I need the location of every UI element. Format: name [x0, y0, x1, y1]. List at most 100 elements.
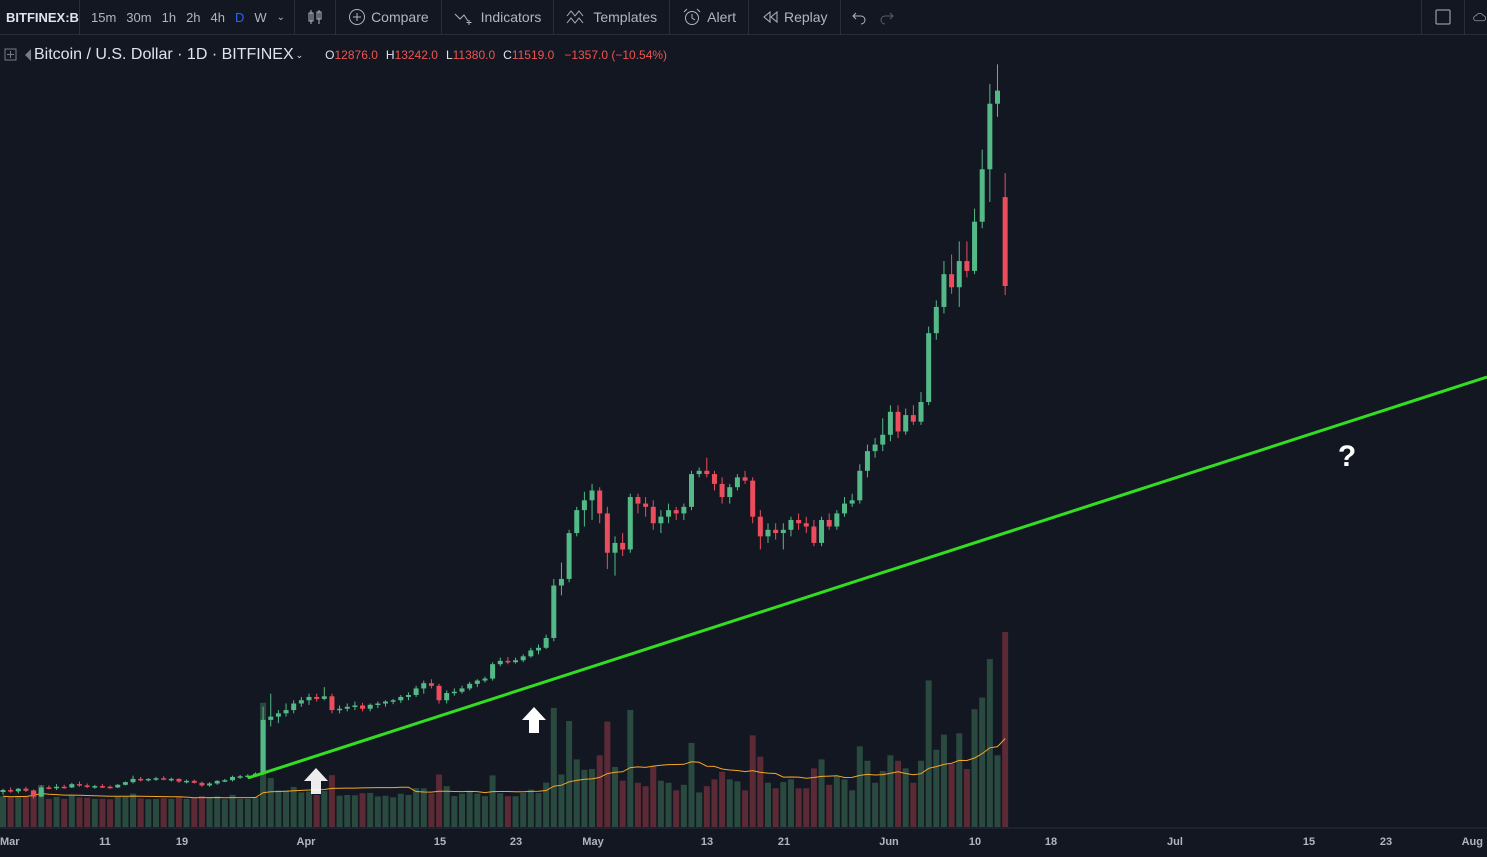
candle-body[interactable] — [910, 415, 916, 422]
collapse-icon[interactable] — [4, 48, 34, 62]
candle-body[interactable] — [360, 705, 366, 709]
candle-body[interactable] — [995, 90, 1000, 104]
candle-body[interactable] — [788, 519, 794, 530]
candle-body[interactable] — [773, 529, 779, 534]
candle-body[interactable] — [69, 784, 75, 788]
candle-body[interactable] — [199, 782, 205, 786]
candle-body[interactable] — [620, 542, 626, 550]
undo-button[interactable] — [845, 0, 873, 35]
templates-button[interactable]: Templates — [558, 0, 665, 35]
candle-body[interactable] — [268, 716, 274, 720]
candle-body[interactable] — [918, 401, 924, 422]
price-chart[interactable]: ? Mar 11 19 Apr 15 23 May 13 21 Jun 10 18 Jul 15 23 Aug — [0, 36, 1487, 857]
candle-body[interactable] — [574, 510, 580, 534]
candle-body[interactable] — [987, 103, 993, 170]
candle-body[interactable] — [627, 497, 633, 550]
candle-body[interactable] — [765, 529, 771, 537]
interval-1h[interactable]: 1h — [161, 9, 177, 25]
candle-body[interactable] — [314, 696, 320, 699]
interval-2h[interactable]: 2h — [186, 9, 201, 25]
candle-body[interactable] — [467, 683, 473, 689]
candle-body[interactable] — [933, 306, 939, 334]
replay-button[interactable]: Replay — [753, 0, 836, 35]
candle-body[interactable] — [214, 780, 220, 784]
symbol-search[interactable]: BITFINEX:BTCUSD — [0, 0, 80, 35]
candle-body[interactable] — [520, 656, 526, 661]
candle-body[interactable] — [842, 503, 847, 514]
candle-body[interactable] — [597, 490, 603, 514]
candle-body[interactable] — [99, 786, 105, 788]
candle-body[interactable] — [421, 683, 427, 689]
interval-d[interactable]: D — [235, 9, 245, 25]
chart-type-button[interactable] — [299, 0, 331, 35]
candle-body[interactable] — [77, 784, 82, 786]
candle-body[interactable] — [536, 647, 541, 651]
candle-body[interactable] — [138, 778, 144, 781]
candle-body[interactable] — [658, 516, 664, 524]
candle-body[interactable] — [643, 503, 649, 507]
candle-body[interactable] — [46, 787, 52, 789]
candle-body[interactable] — [796, 519, 802, 524]
support-trendline[interactable] — [247, 375, 1487, 780]
candle-body[interactable] — [635, 497, 641, 504]
redo-button[interactable] — [873, 0, 901, 35]
candle-body[interactable] — [819, 519, 825, 543]
candle-body[interactable] — [849, 500, 855, 504]
candle-body[interactable] — [474, 680, 480, 684]
candle-body[interactable] — [337, 708, 343, 711]
candle-body[interactable] — [551, 585, 557, 638]
candle-body[interactable] — [979, 169, 985, 222]
candle-body[interactable] — [375, 703, 381, 706]
candle-body[interactable] — [742, 477, 748, 481]
candle-body[interactable] — [941, 274, 947, 307]
candle-body[interactable] — [673, 510, 679, 514]
candle-body[interactable] — [54, 786, 60, 789]
candle-body[interactable] — [161, 778, 167, 780]
candle-body[interactable] — [398, 696, 404, 701]
symbol-title[interactable]: Bitcoin / U.S. Dollar · 1D · BITFINEX — [34, 46, 294, 63]
title-chevron-icon[interactable]: ⌄ — [295, 49, 304, 60]
alert-button[interactable]: Alert — [674, 0, 744, 35]
candle-body[interactable] — [0, 790, 6, 792]
candle-body[interactable] — [604, 513, 610, 553]
candle-body[interactable] — [490, 664, 496, 679]
candle-body[interactable] — [903, 415, 909, 432]
candle-body[interactable] — [459, 688, 465, 692]
candle-body[interactable] — [245, 775, 251, 778]
candle-body[interactable] — [558, 578, 564, 586]
interval-dropdown-icon[interactable]: ⌄ — [276, 11, 286, 23]
interval-15m[interactable]: 15m — [91, 9, 117, 25]
candle-body[interactable] — [207, 783, 213, 786]
candle-body[interactable] — [344, 706, 350, 709]
candle-body[interactable] — [581, 500, 587, 511]
candle-body[interactable] — [329, 696, 335, 711]
candle-body[interactable] — [444, 693, 450, 701]
cloud-save-button[interactable] — [1469, 0, 1487, 35]
candle-body[interactable] — [413, 688, 419, 695]
candle-body[interactable] — [666, 510, 672, 517]
candle-body[interactable] — [696, 470, 702, 475]
candle-body[interactable] — [497, 660, 503, 665]
candle-body[interactable] — [31, 790, 37, 797]
candle-body[interactable] — [352, 705, 358, 707]
compare-button[interactable]: Compare — [340, 0, 437, 35]
candle-body[interactable] — [734, 477, 740, 488]
candle-body[interactable] — [275, 713, 281, 717]
candle-body[interactable] — [107, 786, 113, 789]
candle-body[interactable] — [864, 451, 870, 471]
candle-body[interactable] — [811, 526, 817, 543]
candle-body[interactable] — [972, 221, 978, 271]
candle-body[interactable] — [719, 483, 725, 498]
fullscreen-button[interactable] — [1426, 0, 1460, 35]
candle-body[interactable] — [15, 788, 21, 792]
candle-body[interactable] — [589, 490, 595, 501]
candle-body[interactable] — [650, 506, 656, 524]
candle-body[interactable] — [482, 678, 488, 681]
candle-body[interactable] — [321, 696, 327, 699]
candle-body[interactable] — [834, 513, 840, 527]
candle-body[interactable] — [38, 787, 44, 797]
candle-body[interactable] — [436, 685, 442, 701]
candle-body[interactable] — [298, 700, 304, 704]
candle-body[interactable] — [757, 516, 763, 537]
candle-body[interactable] — [367, 704, 373, 709]
